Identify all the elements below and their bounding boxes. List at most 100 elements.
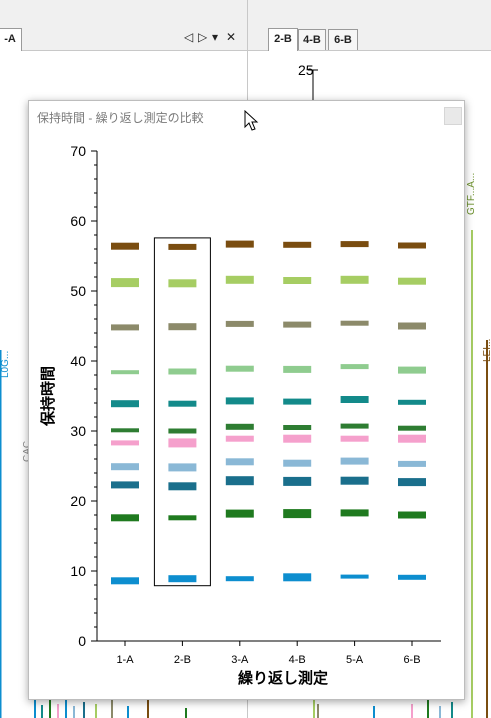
scroll-right-icon[interactable]: ▷ <box>198 30 208 44</box>
data-point-bar[interactable] <box>283 434 312 443</box>
data-point-bar[interactable] <box>398 425 426 431</box>
data-point-bar[interactable] <box>168 482 197 491</box>
y-tick-label: 30 <box>70 423 86 439</box>
data-point-bar[interactable] <box>340 435 369 442</box>
tab-label: 4-B <box>303 34 321 46</box>
y-tick-label: 40 <box>70 353 86 369</box>
data-point-bar[interactable] <box>283 321 312 328</box>
data-point-bar[interactable] <box>398 322 426 330</box>
data-point-bar[interactable] <box>283 459 312 467</box>
dialog-close-button[interactable] <box>444 107 462 125</box>
data-point-bar[interactable] <box>283 398 312 405</box>
left-tabstrip: -A ◁ ▷ ▾ ✕ <box>0 0 247 51</box>
data-point-bar[interactable] <box>168 323 197 331</box>
data-point-bar[interactable] <box>283 365 312 373</box>
data-point-bar[interactable] <box>225 435 254 442</box>
data-point-bar[interactable] <box>111 242 139 250</box>
data-point-bar[interactable] <box>340 364 369 370</box>
data-point-bar[interactable] <box>168 279 197 288</box>
data-point-bar[interactable] <box>398 434 426 443</box>
data-point-bar[interactable] <box>225 240 254 248</box>
tab-6b[interactable]: 6-B <box>328 29 358 50</box>
data-point-bar[interactable] <box>340 241 369 248</box>
dropdown-icon[interactable]: ▾ <box>212 30 219 44</box>
data-point-bar[interactable] <box>398 511 426 519</box>
data-point-bar[interactable] <box>111 577 139 585</box>
data-point-bar[interactable] <box>168 368 197 375</box>
y-tick-label: 70 <box>70 143 86 159</box>
data-point-bar[interactable] <box>398 277 426 285</box>
data-point-bar[interactable] <box>225 320 254 327</box>
data-point-bar[interactable] <box>168 463 197 472</box>
y-tick-label: 60 <box>70 213 86 229</box>
close-icon[interactable]: ✕ <box>226 30 237 44</box>
data-point-bar[interactable] <box>398 460 426 467</box>
data-point-bar[interactable] <box>225 476 254 486</box>
x-tick-label: 4-B <box>289 654 306 666</box>
tab-2b[interactable]: 2-B <box>268 28 298 51</box>
data-point-bar[interactable] <box>168 515 197 521</box>
mouse-cursor-icon <box>244 110 259 131</box>
data-point-bar[interactable] <box>340 574 369 579</box>
data-point-bar[interactable] <box>168 428 197 434</box>
data-point-bar[interactable] <box>225 397 254 405</box>
data-point-bar[interactable] <box>111 463 139 471</box>
data-point-bar[interactable] <box>168 400 197 407</box>
data-point-bar[interactable] <box>111 440 139 446</box>
tab-4b[interactable]: 4-B <box>298 29 326 50</box>
data-point-bar[interactable] <box>225 509 254 518</box>
background-axis-tick: 25 <box>298 62 314 78</box>
tab-label: 2-B <box>274 33 292 45</box>
data-point-bar[interactable] <box>168 243 197 250</box>
data-point-bar[interactable] <box>168 575 197 583</box>
data-point-bar[interactable] <box>398 242 426 249</box>
background-label: GTF...A... <box>466 172 477 215</box>
background-label: L0G... <box>0 350 11 378</box>
y-tick-label: 10 <box>70 563 86 579</box>
y-axis-title: 保持時間 <box>39 366 57 427</box>
comparison-dialog[interactable]: 保持時間 - 繰り返し測定の比較 0 10 20 30 40 50 60 70 1-A 2-B 3-… <box>28 100 465 700</box>
data-point-bar[interactable] <box>111 400 139 408</box>
data-point-bar[interactable] <box>168 438 197 448</box>
x-tick-label: 2-B <box>174 654 191 666</box>
data-point-bar[interactable] <box>283 277 312 284</box>
y-tick-label: 0 <box>78 633 86 649</box>
tab-label: -A <box>4 33 16 45</box>
data-point-bar[interactable] <box>398 478 426 487</box>
data-point-bar[interactable] <box>225 275 254 284</box>
background-label: LEI... <box>482 338 491 362</box>
data-point-bar[interactable] <box>398 574 426 580</box>
y-tick-label: 20 <box>70 493 86 509</box>
data-point-bar[interactable] <box>283 573 312 582</box>
scroll-left-icon[interactable]: ◁ <box>184 30 194 44</box>
data-point-bar[interactable] <box>225 365 254 372</box>
data-point-bar[interactable] <box>283 425 312 430</box>
data-point-bar[interactable] <box>111 278 139 288</box>
data-point-bar[interactable] <box>111 370 139 375</box>
data-point-bar[interactable] <box>225 423 254 430</box>
data-point-bar[interactable] <box>111 428 139 433</box>
data-point-bar[interactable] <box>225 576 254 582</box>
data-point-bar[interactable] <box>283 476 312 486</box>
data-point-bar[interactable] <box>340 423 369 429</box>
data-point-bar[interactable] <box>111 324 139 331</box>
data-point-bar[interactable] <box>340 275 369 284</box>
right-tabstrip: 2-B 4-B 6-B <box>248 0 491 51</box>
dialog-title: 保持時間 - 繰り返し測定の比較 <box>37 111 204 125</box>
data-point-bar[interactable] <box>340 509 369 517</box>
data-point-bar[interactable] <box>283 509 312 519</box>
data-point-bar[interactable] <box>340 320 369 326</box>
data-point-bar[interactable] <box>340 476 369 485</box>
x-tick-label: 6-B <box>403 654 420 666</box>
data-point-bar[interactable] <box>398 399 426 405</box>
tab-left-partial[interactable]: -A <box>0 28 22 51</box>
data-point-bar[interactable] <box>111 514 139 522</box>
data-point-bar[interactable] <box>283 241 312 248</box>
selection-box[interactable] <box>153 237 211 587</box>
data-point-bar[interactable] <box>225 458 254 466</box>
data-point-bar[interactable] <box>398 366 426 374</box>
data-point-bar[interactable] <box>111 481 139 489</box>
data-point-bar[interactable] <box>340 396 369 403</box>
data-point-bar[interactable] <box>340 457 369 465</box>
